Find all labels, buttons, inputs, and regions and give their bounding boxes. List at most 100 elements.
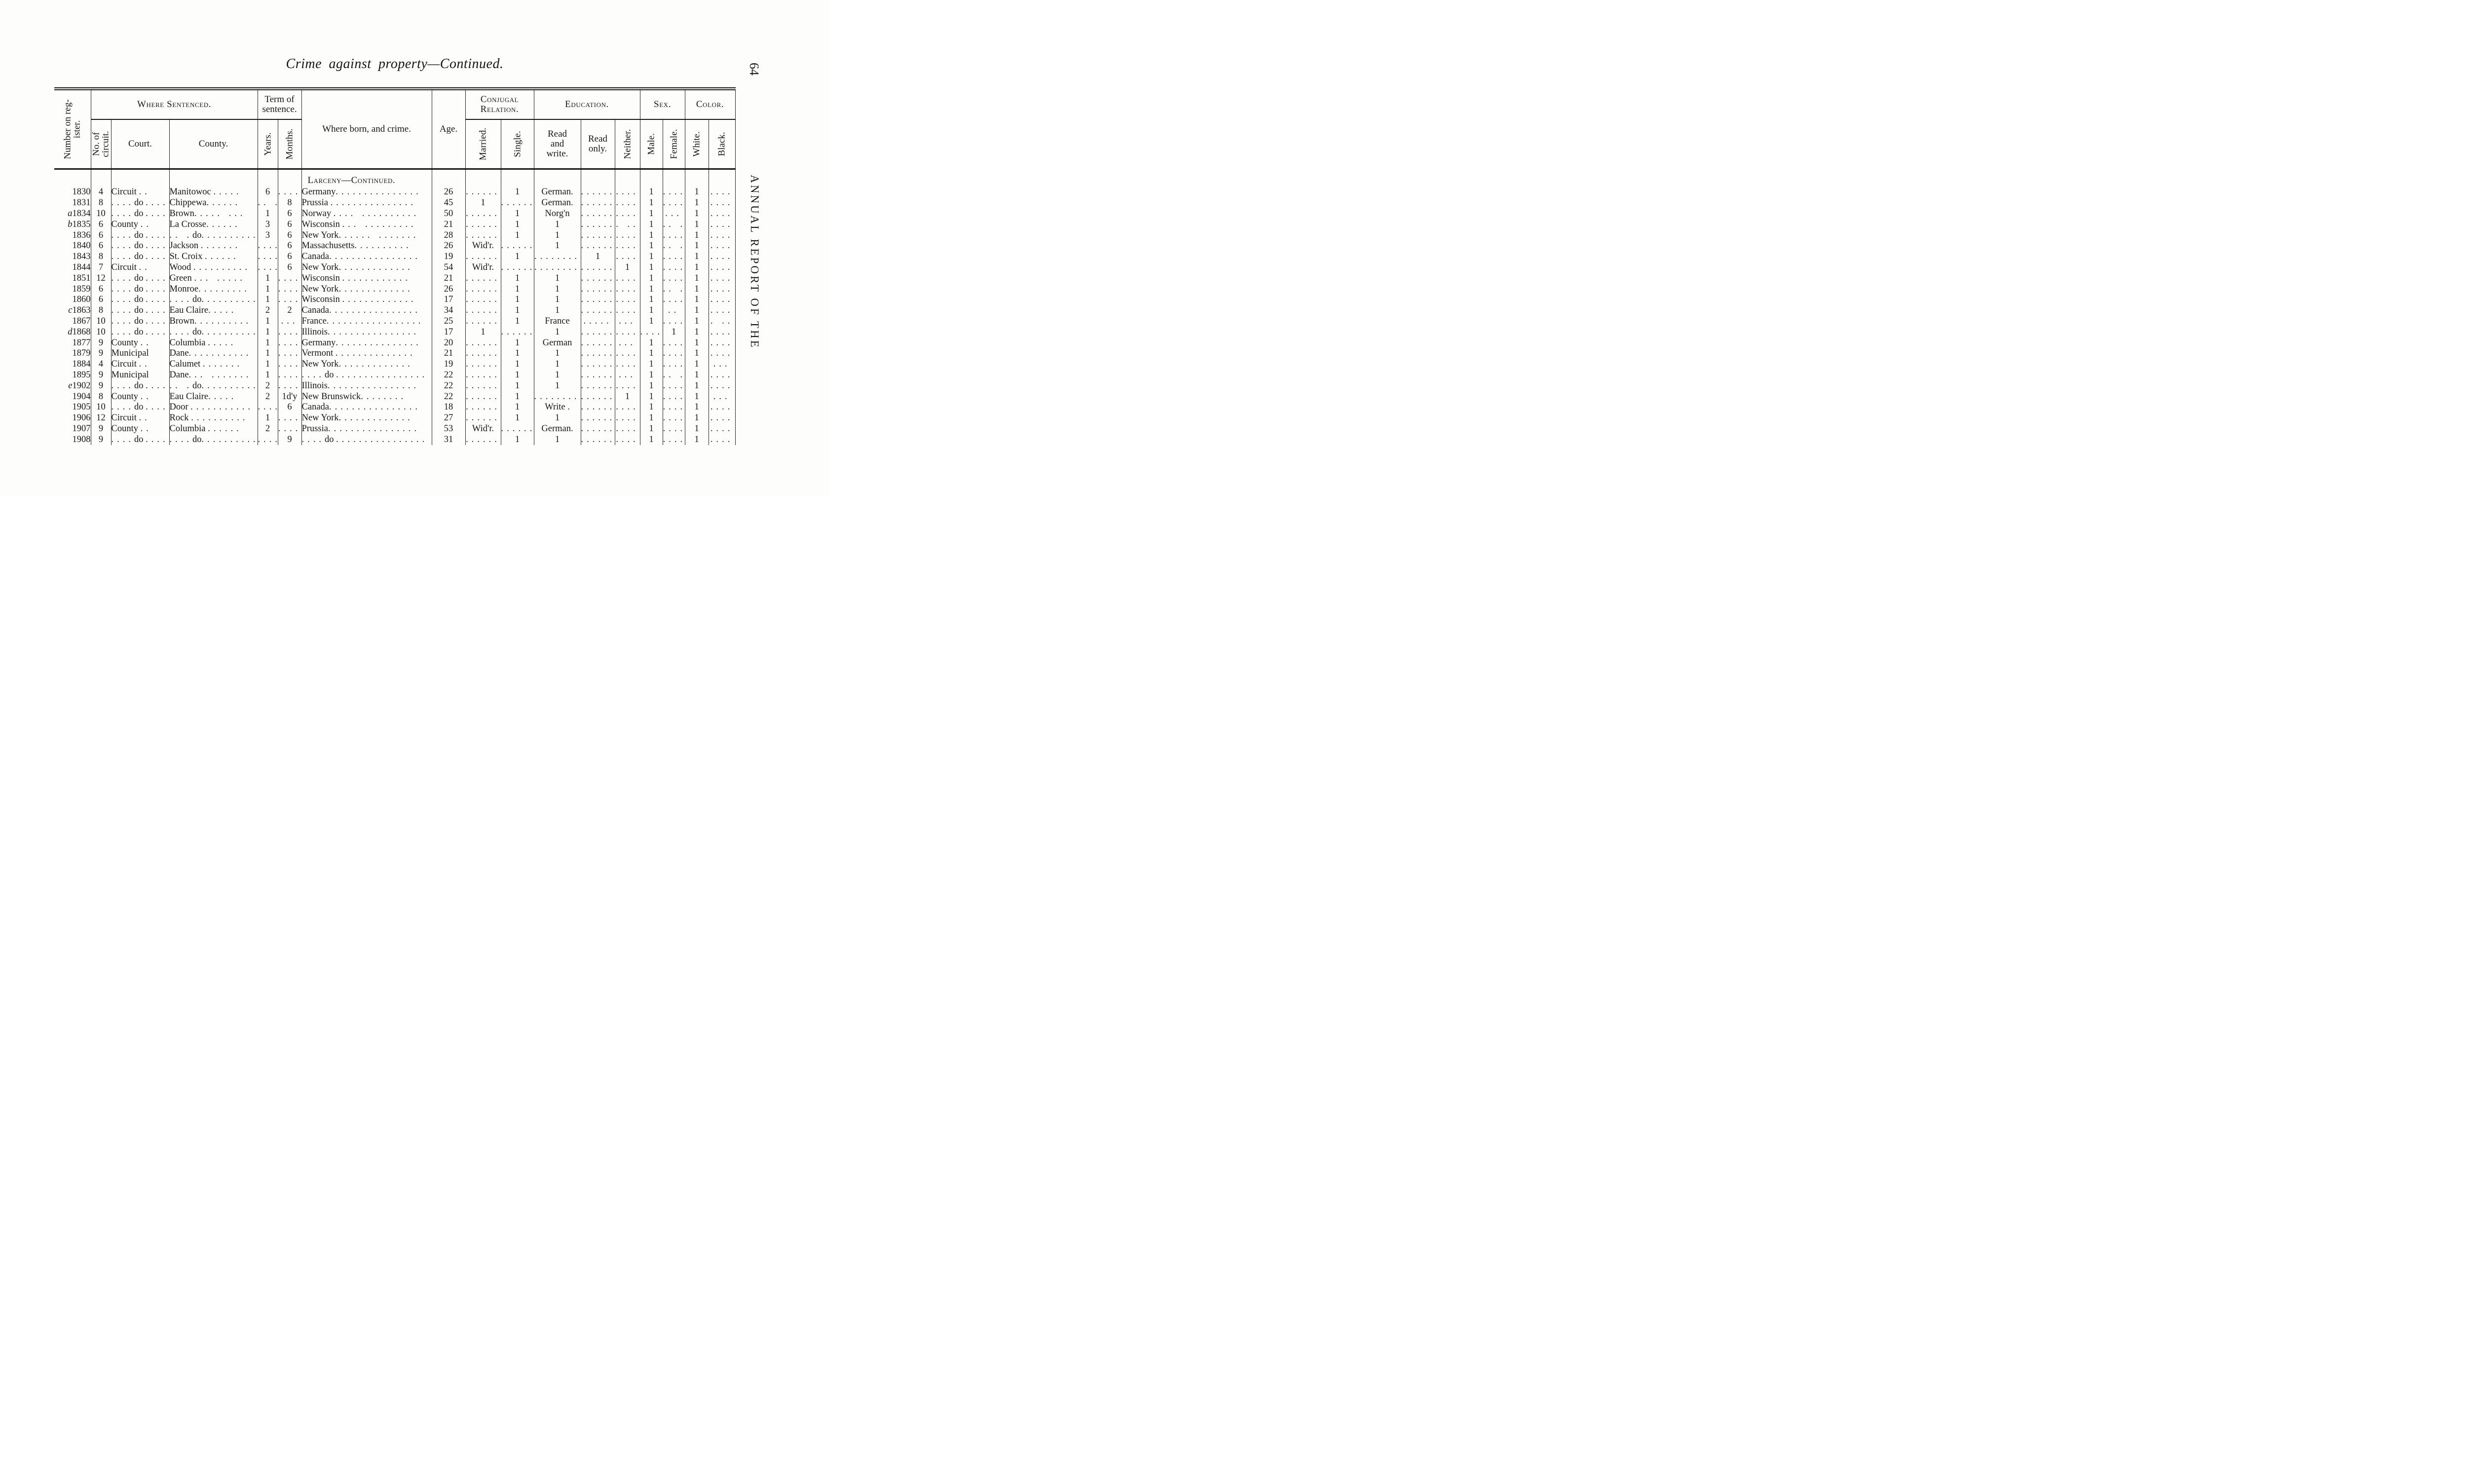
cell-neither: ... bbox=[614, 370, 640, 380]
dot-leader: .... bbox=[710, 187, 734, 197]
cell-register: 1867 bbox=[54, 316, 91, 327]
cell-married: ...... bbox=[465, 412, 501, 424]
cell-register: 1907 bbox=[54, 423, 91, 434]
cell-married: ...... bbox=[465, 316, 501, 327]
cell-born: New York............. bbox=[301, 412, 432, 424]
dot-leader: .... bbox=[616, 434, 639, 445]
dot-leader: .... bbox=[278, 295, 301, 305]
dot-leader: .... bbox=[663, 434, 685, 445]
cell-single: 1 bbox=[500, 186, 534, 198]
dot-leader: .... bbox=[146, 402, 169, 412]
cell-court: County .. bbox=[111, 391, 170, 402]
cell-court: Circuit .. bbox=[111, 359, 170, 370]
cell-black: .... bbox=[708, 219, 736, 230]
dot-leader: .... bbox=[710, 284, 734, 294]
cell-register: d1868 bbox=[54, 326, 91, 337]
cell-circuit: 8 bbox=[90, 305, 112, 316]
cell-neither: .... bbox=[614, 348, 640, 359]
cell-read_write: ........ bbox=[533, 262, 581, 273]
cell-circuit: 8 bbox=[90, 391, 112, 402]
cell-months: 6 bbox=[277, 251, 302, 262]
dot-leader: .... bbox=[169, 295, 192, 305]
cell-black: .... bbox=[708, 294, 736, 305]
cell-married: ...... bbox=[465, 272, 501, 284]
table-row: 1879 9 Municipal Dane........... 1.... Vermon… bbox=[54, 348, 736, 359]
dot-leader: ....... bbox=[581, 273, 614, 283]
cell-county: ....do.......... bbox=[169, 434, 258, 445]
dot-leader: .... bbox=[616, 327, 639, 337]
cell-register: 1908 bbox=[54, 434, 91, 445]
cell-black: ... bbox=[708, 391, 736, 402]
dot-leader: ...... bbox=[466, 380, 500, 391]
dot-leader: .... bbox=[710, 262, 734, 272]
cell-white bbox=[684, 169, 709, 187]
cell-male: .... bbox=[639, 326, 663, 337]
group-header-sex: Sex. bbox=[639, 89, 685, 120]
dot-leader: ... bbox=[281, 316, 299, 326]
cell-years: .... bbox=[257, 402, 278, 413]
cell-age: 50 bbox=[431, 208, 466, 219]
cell-single: 1 bbox=[500, 283, 534, 295]
cell-court: ....do .... bbox=[111, 272, 170, 284]
dot-leader: .... bbox=[710, 337, 734, 348]
cell-months: 6 bbox=[277, 229, 302, 241]
dot-leader: .... bbox=[710, 230, 734, 240]
dot-leader: .... bbox=[663, 252, 685, 262]
cell-born: Canada................ bbox=[301, 402, 432, 413]
margin-running-head: ANNUAL REPORT OF THE bbox=[748, 175, 761, 349]
cell-read_only: ....... bbox=[580, 229, 615, 241]
cell-age: 19 bbox=[431, 251, 466, 262]
table-body: Larceny—Continued. 1830 4 Circuit .. Manitow… bbox=[54, 169, 736, 445]
cell-register: 1831 bbox=[54, 197, 91, 209]
dot-leader: ...... bbox=[466, 434, 500, 445]
table-container: Number on reg- ister. Where Sentenced. T… bbox=[54, 87, 736, 445]
dot-leader: ...... bbox=[466, 348, 500, 359]
cell-read_write: German. bbox=[533, 423, 581, 434]
dot-leader: .......... bbox=[201, 434, 258, 445]
cell-married: ...... bbox=[465, 305, 501, 316]
cell-neither: 1 bbox=[614, 262, 640, 273]
dot-leader: .......... bbox=[201, 380, 258, 391]
cell-single: 1 bbox=[500, 434, 534, 445]
dot-leader: .... bbox=[663, 380, 685, 391]
dot-leader: .... bbox=[278, 348, 301, 359]
cell-white: 1 bbox=[684, 272, 709, 284]
cell-years: 1 bbox=[257, 272, 278, 284]
cell-read_write: 1 bbox=[533, 240, 581, 252]
dot-leader: ..... bbox=[213, 187, 242, 197]
dot-leader: .... bbox=[616, 423, 639, 434]
dot-leader: .... bbox=[301, 370, 325, 380]
cell-neither: ... bbox=[614, 316, 640, 327]
cell-white: 1 bbox=[684, 240, 709, 252]
cell-female: .... bbox=[662, 412, 685, 424]
cell-read_write: German. bbox=[533, 186, 581, 198]
cell-court: ....do .... bbox=[111, 197, 170, 209]
cell-female: .. . bbox=[662, 219, 685, 230]
dot-leader: ................ bbox=[327, 327, 419, 337]
cell-married: ...... bbox=[465, 348, 501, 359]
cell-months: .... bbox=[277, 326, 302, 337]
dot-leader: .... bbox=[258, 402, 277, 412]
dot-leader: .... bbox=[146, 284, 169, 294]
cell-neither: .... bbox=[614, 402, 640, 413]
cell-court: ....do .... bbox=[111, 240, 170, 252]
cell-neither: .... bbox=[614, 423, 640, 434]
cell-single: 1 bbox=[500, 305, 534, 316]
cell-circuit: 9 bbox=[90, 337, 112, 348]
cell-single: 1 bbox=[500, 294, 534, 305]
cell-married: ...... bbox=[465, 251, 501, 262]
footnote-letter: a bbox=[68, 208, 73, 219]
dot-leader: .... bbox=[278, 380, 301, 391]
dot-leader: ........ bbox=[361, 391, 407, 402]
cell-court: ....do .... bbox=[111, 305, 170, 316]
cell-female: .... bbox=[662, 434, 685, 445]
cell-married: Wid'r. bbox=[465, 240, 501, 252]
cell-born: Vermont .............. bbox=[301, 348, 432, 359]
cell-years: 1 bbox=[257, 208, 278, 219]
cell-white: 1 bbox=[684, 229, 709, 241]
dot-leader: .... bbox=[616, 252, 639, 262]
dot-leader: ....... bbox=[581, 337, 614, 348]
cell-read_write: France bbox=[533, 316, 581, 327]
cell-male: 1 bbox=[639, 402, 663, 413]
